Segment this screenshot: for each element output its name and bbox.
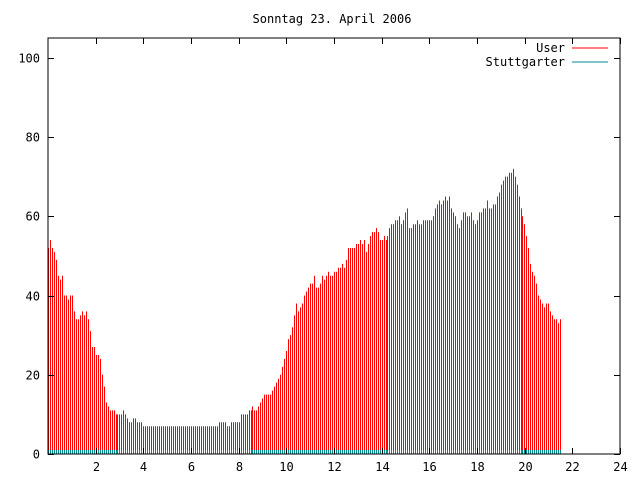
y-tick-label: 60	[26, 210, 40, 224]
chart-title: Sonntag 23. April 2006	[253, 12, 412, 26]
x-tick-label: 24	[613, 460, 627, 474]
stuttgarter-bars-group	[48, 450, 561, 454]
y-tick-label: 0	[33, 448, 40, 462]
x-tick-label: 12	[327, 460, 341, 474]
x-tick-label: 6	[188, 460, 195, 474]
x-tick-label: 16	[422, 460, 436, 474]
y-tick-label: 100	[18, 52, 40, 66]
x-tick-label: 2	[93, 460, 100, 474]
y-tick-label: 20	[26, 369, 40, 383]
x-tick-label: 4	[140, 460, 147, 474]
x-tick-label: 10	[279, 460, 293, 474]
legend-label-user: User	[536, 41, 565, 55]
bars-group	[48, 168, 561, 454]
legend: User Stuttgarter	[486, 41, 608, 69]
legend-label-stuttgarter: Stuttgarter	[486, 55, 565, 69]
x-tick-label: 22	[565, 460, 579, 474]
x-tick-label: 8	[236, 460, 243, 474]
y-tick-label: 80	[26, 131, 40, 145]
x-tick-label: 14	[375, 460, 389, 474]
x-tick-label: 20	[518, 460, 532, 474]
x-tick-label: 18	[470, 460, 484, 474]
y-tick-label: 40	[26, 290, 40, 304]
